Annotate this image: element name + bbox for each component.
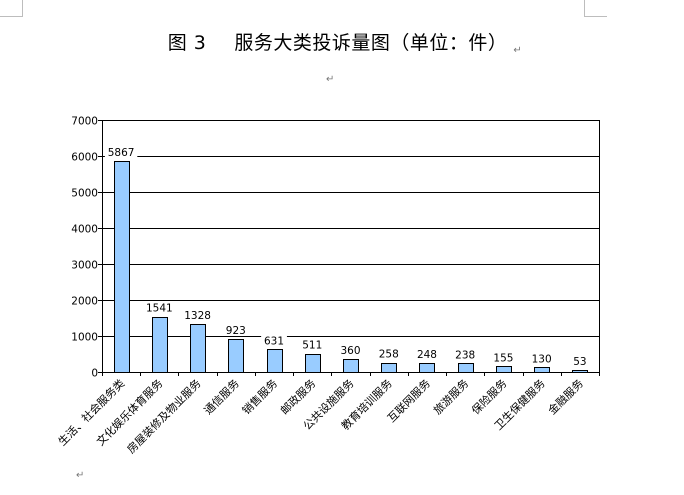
category-label-3: 通信服务 (202, 377, 242, 417)
data-label-backing-11 (528, 352, 555, 365)
data-label-5: 511 (302, 340, 322, 352)
category-label-12: 金融服务 (545, 376, 586, 417)
data-label-10: 155 (493, 352, 513, 364)
category-label-9: 旅游服务 (430, 376, 471, 417)
data-label-7: 258 (379, 349, 399, 361)
paragraph-mark-title: ↵ (513, 45, 523, 56)
bar-5 (305, 354, 321, 373)
crop-mark-top-left (0, 0, 23, 17)
bar-6 (343, 359, 359, 373)
data-label-0: 5867 (108, 147, 135, 159)
data-label-backing-4 (261, 334, 287, 347)
y-tick-label-3000: 3000 (71, 260, 98, 272)
paragraph-mark-bottom: ↵ (76, 470, 85, 481)
data-label-backing-10 (490, 351, 517, 364)
figure-caption: 服务大类投诉量图（单位：件） (234, 32, 508, 54)
paragraph-mark-empty-line: ↵ (326, 74, 335, 85)
data-label-4: 631 (264, 335, 284, 347)
data-label-backing-2 (181, 309, 214, 322)
data-label-6: 360 (340, 345, 360, 357)
figure-number: 图 3 (167, 32, 207, 54)
data-label-backing-1 (143, 301, 176, 314)
data-label-backing-3 (222, 323, 249, 336)
data-label-backing-9 (452, 348, 479, 361)
crop-mark-top-right (584, 0, 607, 17)
figure-title: 图 3 服务大类投诉量图（单位：件） ↵ (0, 28, 684, 56)
data-label-11: 130 (532, 353, 552, 365)
y-tick-label-0: 0 (91, 368, 98, 380)
data-label-1: 1541 (146, 303, 173, 315)
y-tick-label-2000: 2000 (71, 296, 98, 308)
y-tick-label-5000: 5000 (71, 188, 98, 200)
data-label-backing-8 (414, 348, 440, 361)
data-label-8: 248 (417, 349, 437, 361)
bar-9 (458, 363, 474, 373)
y-tick-label-1000: 1000 (71, 332, 98, 344)
bar-11 (534, 367, 550, 373)
y-tick-label-7000: 7000 (71, 116, 98, 128)
data-label-12: 53 (573, 356, 586, 368)
bar-10 (496, 366, 512, 373)
data-label-backing-7 (375, 347, 402, 360)
plot-area-frame (102, 120, 600, 373)
data-label-backing-6 (337, 344, 364, 357)
data-label-backing-5 (299, 338, 326, 351)
data-label-2: 1328 (184, 310, 211, 322)
bar-1 (152, 317, 168, 373)
category-label-1: 文化娱乐体育服务 (93, 376, 165, 448)
bar-7 (381, 363, 397, 373)
y-tick-label-4000: 4000 (71, 224, 98, 236)
bar-2 (190, 324, 206, 373)
bar-4 (267, 349, 283, 373)
y-tick-label-6000: 6000 (71, 152, 98, 164)
data-label-backing-0 (104, 145, 138, 158)
data-label-backing-12 (570, 355, 590, 368)
data-label-3: 923 (226, 325, 246, 337)
category-label-0: 生活、社会服务类 (55, 376, 127, 448)
bar-12 (572, 370, 588, 373)
data-label-9: 238 (455, 349, 475, 361)
bar-3 (228, 339, 244, 373)
bar-0 (114, 161, 130, 373)
category-label-2: 房屋装修及物业服务 (124, 376, 204, 456)
bar-8 (419, 363, 435, 373)
category-label-4: 销售服务 (239, 376, 280, 417)
